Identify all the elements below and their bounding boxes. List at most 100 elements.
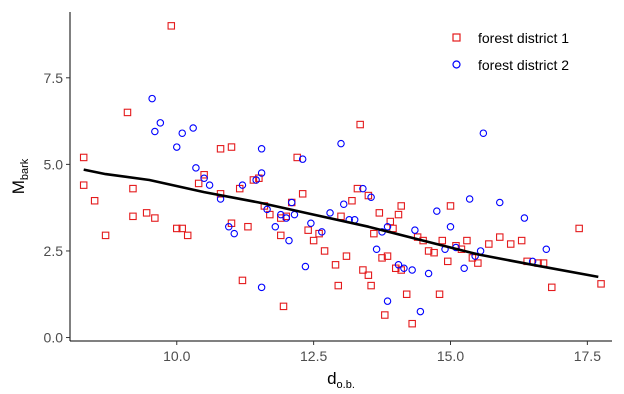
data-point-district-1 xyxy=(238,276,247,285)
plot-area: 0.0 2.5 5.0 7.5 10.0 12.5 15.0 17.5 xyxy=(44,12,612,364)
data-point-district-2 xyxy=(383,222,392,231)
data-point-district-2 xyxy=(178,129,186,137)
data-point-district-2 xyxy=(416,307,425,316)
x-tick-label: 10.0 xyxy=(163,348,190,364)
data-point-district-2 xyxy=(542,245,551,253)
data-point-district-1 xyxy=(298,190,307,198)
data-point-district-2 xyxy=(307,219,315,228)
data-point-district-1 xyxy=(304,226,312,234)
y-axis-ticks: 0.0 2.5 5.0 7.5 xyxy=(44,70,70,346)
data-point-district-1 xyxy=(337,212,345,221)
data-point-district-1 xyxy=(506,240,515,248)
x-axis-title: do.b. xyxy=(327,369,355,391)
data-point-district-1 xyxy=(279,302,288,311)
data-point-district-2 xyxy=(205,181,214,189)
data-point-district-2 xyxy=(287,198,296,207)
legend-key-circle xyxy=(452,60,461,69)
data-point-district-1 xyxy=(474,259,482,267)
data-point-district-2 xyxy=(367,193,375,202)
data-point-district-1 xyxy=(90,196,99,205)
data-point-district-2 xyxy=(252,176,260,184)
x-tick-label: 15.0 xyxy=(437,348,464,364)
data-point-district-1 xyxy=(597,280,605,288)
data-point-district-1 xyxy=(194,179,203,188)
data-point-district-2 xyxy=(383,297,392,305)
data-point-district-1 xyxy=(430,248,438,257)
data-point-district-1 xyxy=(129,184,137,193)
data-point-district-2 xyxy=(148,94,156,103)
data-point-district-1 xyxy=(496,233,504,241)
data-point-district-1 xyxy=(367,281,375,290)
data-point-district-1 xyxy=(446,202,455,210)
data-point-district-1 xyxy=(142,209,151,217)
data-point-district-1 xyxy=(435,290,444,298)
data-point-district-2 xyxy=(200,174,208,182)
data-point-district-1 xyxy=(378,254,386,262)
data-point-district-1 xyxy=(101,231,110,240)
data-point-district-1 xyxy=(424,247,433,255)
data-point-district-2 xyxy=(372,245,381,253)
data-point-district-2 xyxy=(257,283,266,292)
x-axis-title-sub: o.b. xyxy=(337,379,355,391)
data-point-district-1 xyxy=(334,281,343,290)
data-point-district-2 xyxy=(173,143,181,151)
x-tick-label: 17.5 xyxy=(574,348,601,364)
data-point-district-2 xyxy=(424,269,433,278)
data-point-district-2 xyxy=(282,214,291,222)
data-point-district-1 xyxy=(402,290,411,298)
data-point-district-1 xyxy=(342,252,351,260)
y-axis-title: Mbark xyxy=(9,158,31,194)
legend-item-district-1: forest district 1 xyxy=(452,30,569,46)
data-point-district-1 xyxy=(227,143,236,151)
data-point-district-1 xyxy=(397,202,405,210)
data-point-district-2 xyxy=(290,210,299,219)
x-axis-ticks: 10.0 12.5 15.0 17.5 xyxy=(163,341,601,364)
data-point-district-2 xyxy=(277,210,285,219)
trend-line xyxy=(83,168,599,279)
data-marks xyxy=(79,22,605,328)
data-point-district-1 xyxy=(517,236,526,245)
data-point-district-1 xyxy=(309,236,318,245)
y-tick-label: 0.0 xyxy=(44,330,64,346)
data-point-district-1 xyxy=(408,319,416,328)
data-point-district-2 xyxy=(339,200,348,208)
data-point-district-2 xyxy=(394,261,403,269)
data-point-district-1 xyxy=(353,184,362,193)
data-point-district-1 xyxy=(200,171,208,179)
data-point-district-1 xyxy=(575,224,583,233)
data-point-district-2 xyxy=(326,209,334,217)
data-point-district-1 xyxy=(463,236,471,245)
data-point-district-1 xyxy=(370,229,378,238)
data-point-district-1 xyxy=(216,145,225,153)
data-point-district-2 xyxy=(496,198,504,207)
data-point-district-1 xyxy=(249,176,258,184)
data-point-district-2 xyxy=(189,124,197,132)
y-axis-title-main: M xyxy=(9,180,28,194)
data-point-district-2 xyxy=(263,205,271,214)
data-point-district-1 xyxy=(356,120,364,129)
data-point-district-2 xyxy=(465,195,474,203)
data-point-district-1 xyxy=(364,271,373,279)
legend-key-square xyxy=(452,33,461,42)
data-point-district-2 xyxy=(257,169,266,177)
data-point-district-1 xyxy=(277,231,285,240)
data-point-district-2 xyxy=(271,222,280,231)
data-point-district-1 xyxy=(178,224,186,233)
data-point-district-2 xyxy=(192,164,200,172)
data-point-district-2 xyxy=(257,145,266,153)
x-tick-label: 12.5 xyxy=(300,348,327,364)
data-point-district-1 xyxy=(438,236,447,245)
data-point-district-2 xyxy=(479,129,488,137)
legend-label: forest district 2 xyxy=(478,57,569,73)
data-point-district-2 xyxy=(285,236,293,245)
data-point-district-1 xyxy=(277,214,285,222)
y-tick-label: 7.5 xyxy=(44,70,64,86)
data-point-district-1 xyxy=(348,196,356,205)
data-point-district-2 xyxy=(400,264,408,273)
data-point-district-2 xyxy=(433,207,441,215)
data-point-district-2 xyxy=(301,262,310,271)
data-point-district-1 xyxy=(79,181,88,189)
data-point-district-1 xyxy=(173,224,181,233)
data-point-district-2 xyxy=(446,222,455,231)
data-point-district-1 xyxy=(485,240,493,248)
